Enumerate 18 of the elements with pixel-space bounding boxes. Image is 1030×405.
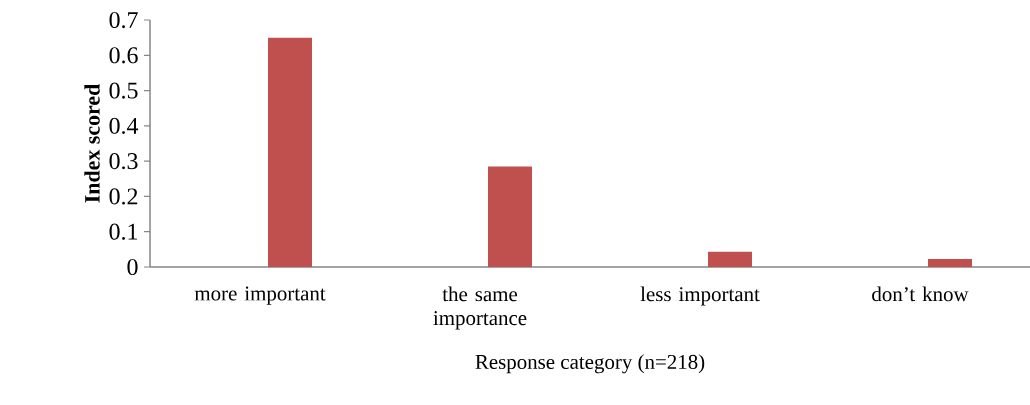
y-tick-label: 0.2 <box>109 188 138 205</box>
bar <box>488 166 532 267</box>
y-tick-label: 0.3 <box>109 153 138 170</box>
x-axis-title: Response category (n=218) <box>475 354 705 374</box>
x-tick-label: more important <box>194 286 326 305</box>
bar <box>928 258 973 267</box>
y-tick-label: 0 <box>127 258 138 276</box>
y-tick-label: 0.1 <box>109 223 138 240</box>
y-tick-label: 0.4 <box>109 117 139 134</box>
x-tick-label: less important <box>640 286 760 306</box>
bar <box>268 37 312 267</box>
x-tick-label: the same importance <box>433 286 527 330</box>
x-tick-label: don’t know <box>872 286 969 302</box>
bar <box>708 251 752 267</box>
y-axis-title: Index scored <box>84 83 100 203</box>
y-tick-label: 0.6 <box>109 47 138 64</box>
y-tick-label: 0.7 <box>109 11 138 29</box>
y-tick-label: 0.5 <box>109 82 138 99</box>
